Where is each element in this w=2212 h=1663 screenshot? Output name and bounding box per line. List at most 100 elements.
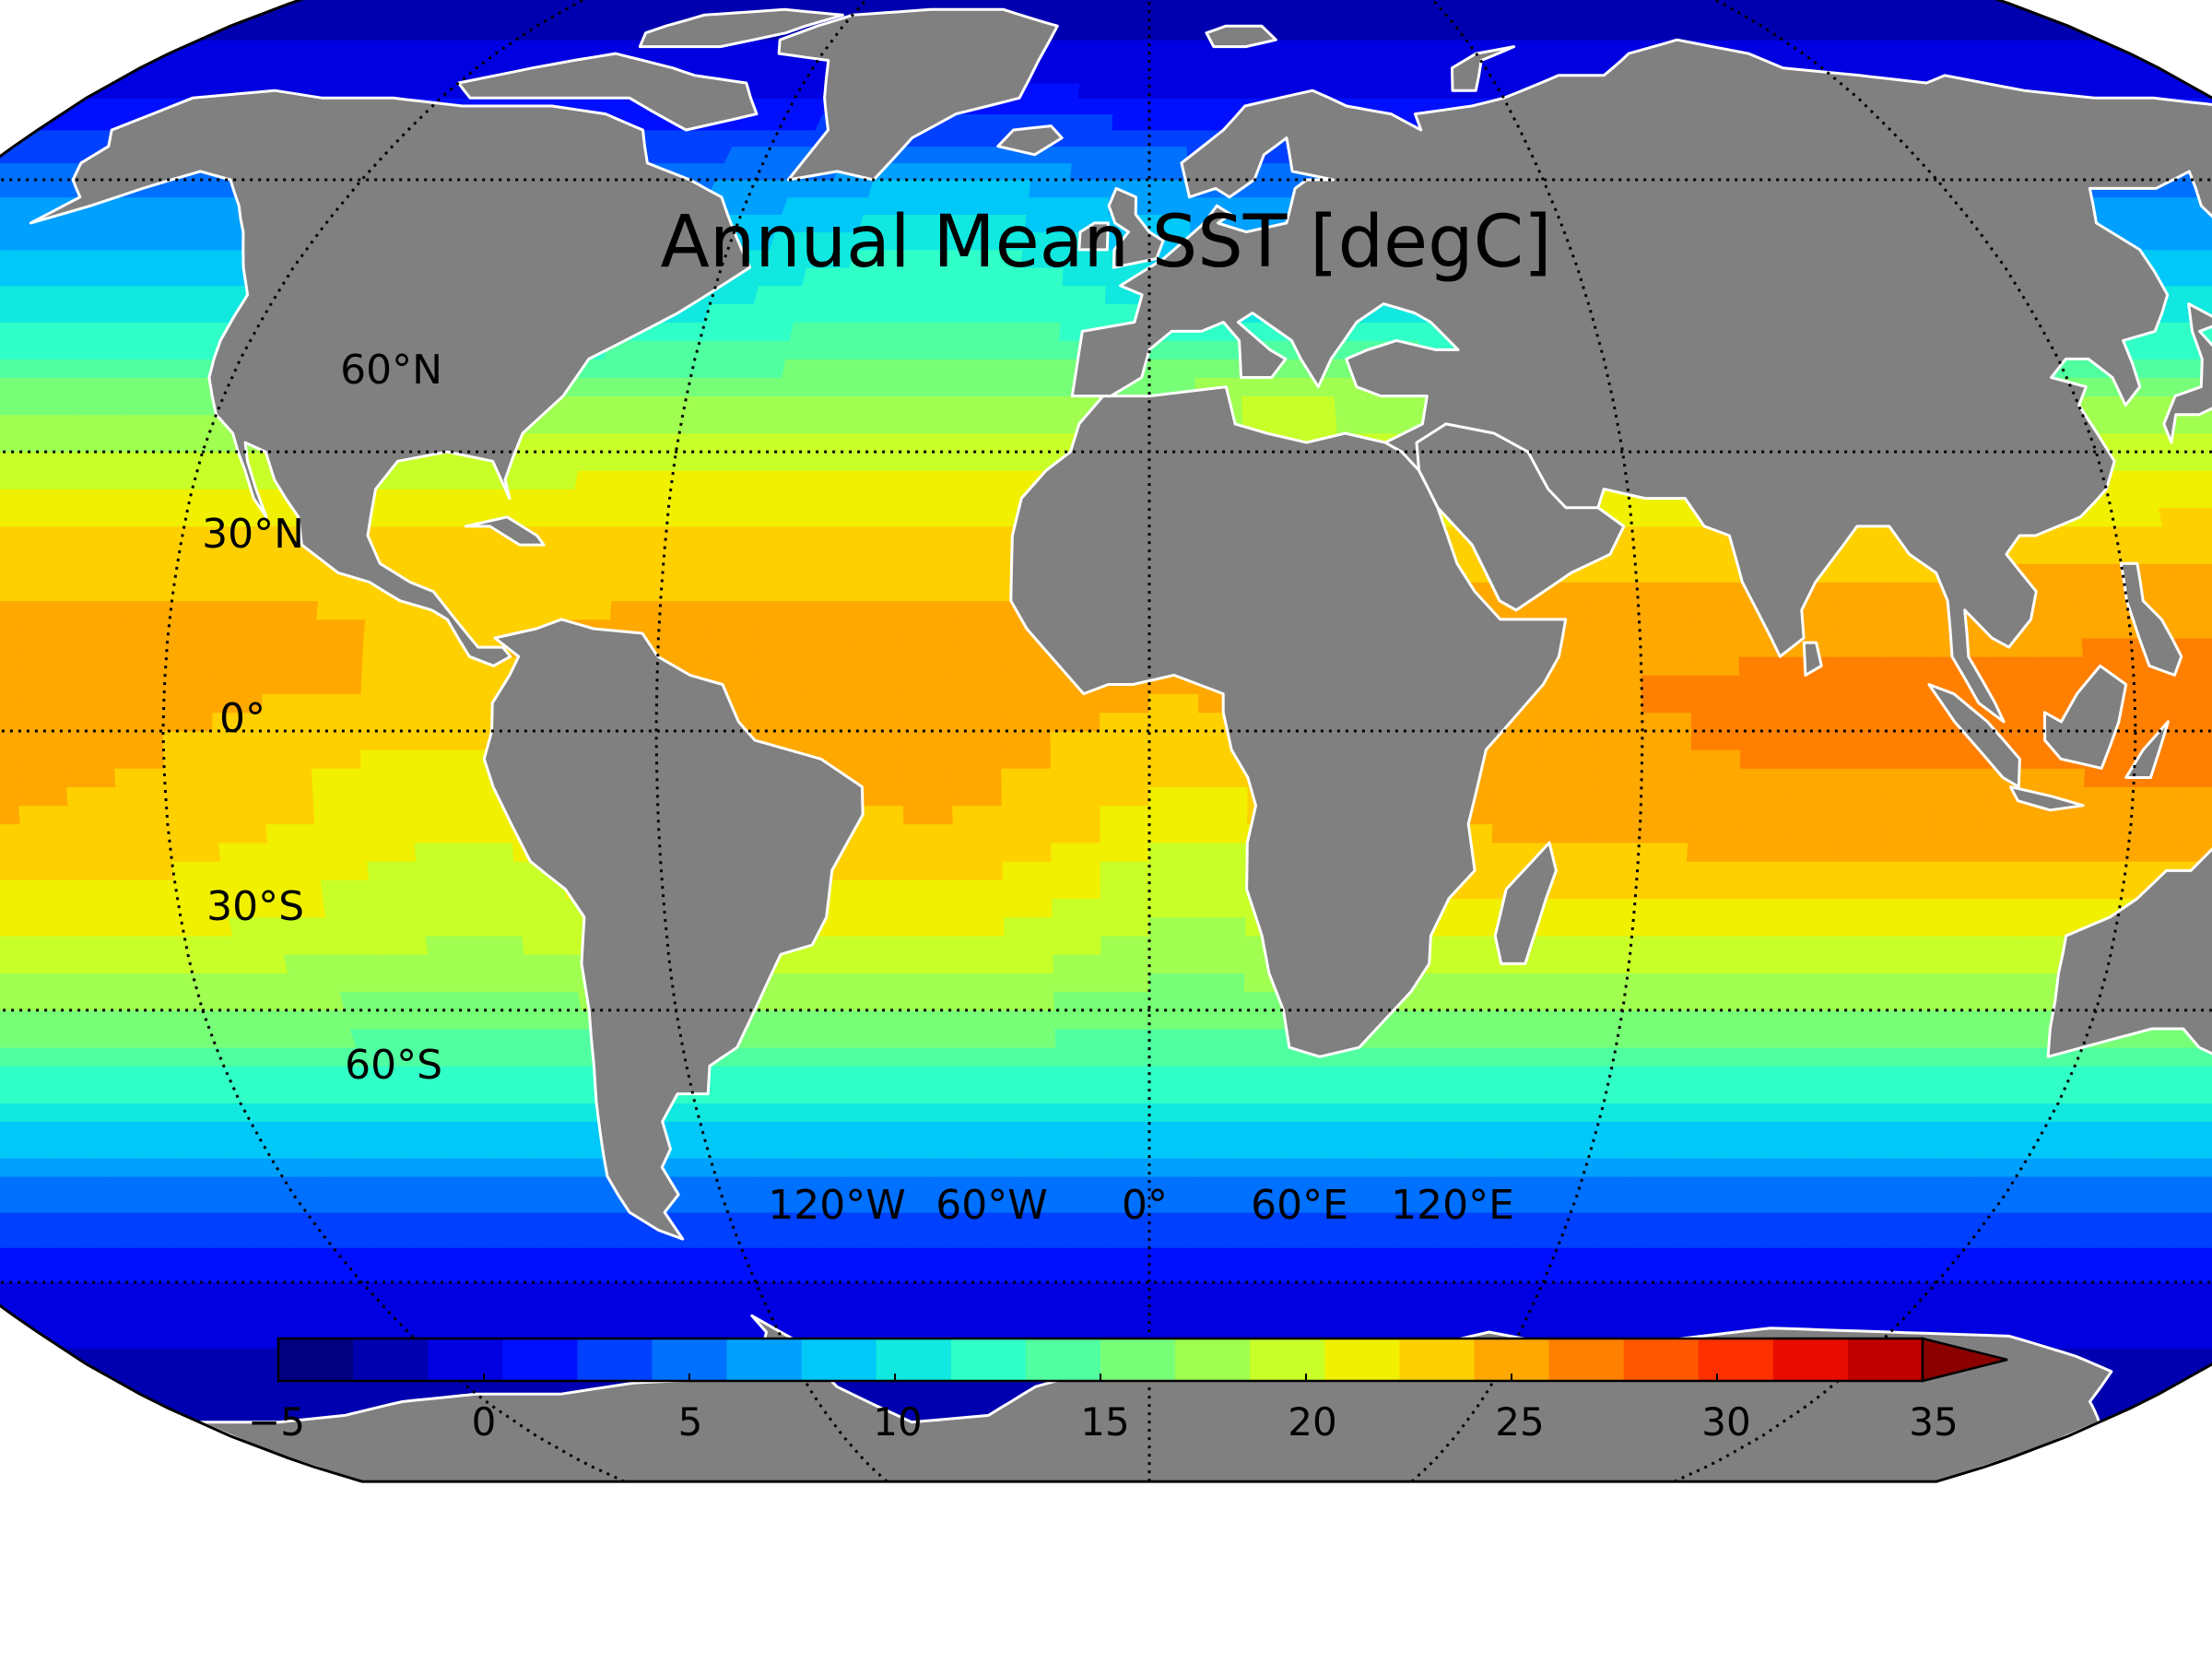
sst-cell bbox=[1717, 992, 1768, 1010]
sst-cell bbox=[43, 954, 96, 973]
sst-cell bbox=[1310, 1247, 1353, 1265]
sst-cell bbox=[914, 415, 963, 433]
sst-cell bbox=[1437, 954, 1487, 973]
sst-cell bbox=[2184, 731, 2212, 749]
sst-cell bbox=[1190, 1230, 1232, 1247]
sst-cell bbox=[1558, 1230, 1606, 1247]
sst-cell bbox=[858, 545, 908, 563]
sst-cell bbox=[629, 433, 679, 452]
sst-cell bbox=[613, 563, 664, 582]
sst-cell bbox=[0, 563, 32, 582]
sst-cell bbox=[1687, 843, 1736, 861]
sst-cell bbox=[1545, 1140, 1594, 1159]
sst-cell bbox=[1198, 787, 1248, 806]
sst-cell bbox=[65, 675, 116, 693]
sst-cell bbox=[2162, 526, 2212, 545]
sst-cell bbox=[2078, 601, 2129, 619]
sst-cell bbox=[1639, 619, 1688, 638]
sst-cell bbox=[906, 880, 956, 899]
sst-cell bbox=[1010, 378, 1057, 396]
sst-cell bbox=[312, 675, 362, 693]
sst-cell bbox=[469, 545, 520, 563]
sst-cell bbox=[2078, 843, 2129, 861]
sst-cell bbox=[956, 526, 1005, 545]
sst-cell bbox=[102, 992, 155, 1010]
sst-cell bbox=[23, 601, 75, 619]
sst-cell bbox=[1620, 1176, 1670, 1195]
sst-cell bbox=[957, 954, 1006, 973]
sst-cell bbox=[748, 180, 795, 197]
sst-cell bbox=[534, 1010, 585, 1029]
sst-cell bbox=[1006, 973, 1054, 992]
sst-cell bbox=[1453, 1299, 1498, 1315]
sst-cell bbox=[1608, 1066, 1659, 1084]
sst-cell bbox=[469, 899, 520, 917]
sst-cell bbox=[690, 359, 740, 377]
sst-cell bbox=[1185, 114, 1223, 130]
sst-cell bbox=[0, 619, 23, 638]
sst-cell bbox=[381, 489, 432, 508]
sst-cell bbox=[755, 694, 805, 713]
sst-cell bbox=[1016, 1140, 1061, 1159]
sst-cell bbox=[1803, 1029, 1854, 1047]
sst-cell bbox=[813, 489, 863, 508]
sst-cell bbox=[1771, 954, 1822, 973]
sst-cell bbox=[1149, 1122, 1194, 1140]
sst-cell bbox=[869, 396, 918, 415]
sst-cell bbox=[1149, 180, 1190, 197]
sst-cell bbox=[1103, 1066, 1149, 1084]
sst-cell bbox=[1382, 1029, 1431, 1047]
sst-cell bbox=[1562, 1066, 1612, 1084]
sst-cell bbox=[1797, 1047, 1849, 1066]
sst-cell bbox=[903, 787, 953, 806]
sst-cell bbox=[0, 936, 43, 954]
sst-cell bbox=[1003, 880, 1052, 899]
sst-cell bbox=[423, 917, 474, 936]
sst-cell bbox=[636, 396, 687, 415]
sst-cell bbox=[1333, 1066, 1381, 1084]
sst-cell bbox=[1149, 1029, 1196, 1047]
sst-cell bbox=[415, 843, 465, 861]
sst-cell bbox=[2144, 452, 2197, 470]
sst-cell bbox=[1929, 1066, 1983, 1084]
sst-cell bbox=[1067, 1247, 1109, 1265]
sst-cell bbox=[29, 396, 85, 415]
sst-cell bbox=[1599, 1103, 1650, 1122]
sst-cell bbox=[1933, 824, 1983, 843]
sst-cell bbox=[1431, 1010, 1481, 1029]
sst-cell bbox=[736, 1085, 785, 1103]
sst-cell bbox=[1840, 731, 1889, 749]
sst-cell bbox=[1149, 768, 1198, 786]
sst-cell bbox=[1223, 1315, 1263, 1332]
sst-cell bbox=[501, 1066, 553, 1084]
sst-cell bbox=[1381, 396, 1430, 415]
sst-cell bbox=[645, 359, 695, 377]
sst-cell bbox=[1100, 749, 1150, 768]
sst-cell bbox=[794, 1140, 841, 1159]
sst-cell bbox=[524, 489, 575, 508]
sst-cell bbox=[1149, 130, 1187, 147]
sst-cell bbox=[340, 1122, 394, 1140]
sst-cell bbox=[686, 1212, 735, 1230]
sst-cell bbox=[823, 1047, 872, 1066]
sst-cell bbox=[908, 936, 957, 954]
sst-cell bbox=[1839, 749, 1888, 768]
sst-cell bbox=[1886, 806, 1936, 824]
sst-cell bbox=[1111, 1299, 1149, 1315]
sst-cell bbox=[970, 323, 1016, 341]
sst-cell bbox=[264, 656, 314, 675]
sst-cell bbox=[1691, 694, 1741, 713]
sst-cell bbox=[1682, 899, 1733, 917]
sst-cell bbox=[1882, 601, 1933, 619]
sst-cell bbox=[265, 619, 316, 638]
sst-cell bbox=[531, 992, 582, 1010]
sst-cell bbox=[904, 843, 954, 861]
sst-cell bbox=[1688, 619, 1739, 638]
sst-cell bbox=[835, 323, 883, 341]
sst-cell bbox=[2183, 675, 2212, 693]
sst-cell bbox=[1408, 1315, 1452, 1332]
sst-cell bbox=[2129, 824, 2181, 843]
sst-cell bbox=[288, 973, 340, 992]
sst-cell bbox=[116, 656, 167, 675]
sst-cell bbox=[543, 1047, 594, 1066]
